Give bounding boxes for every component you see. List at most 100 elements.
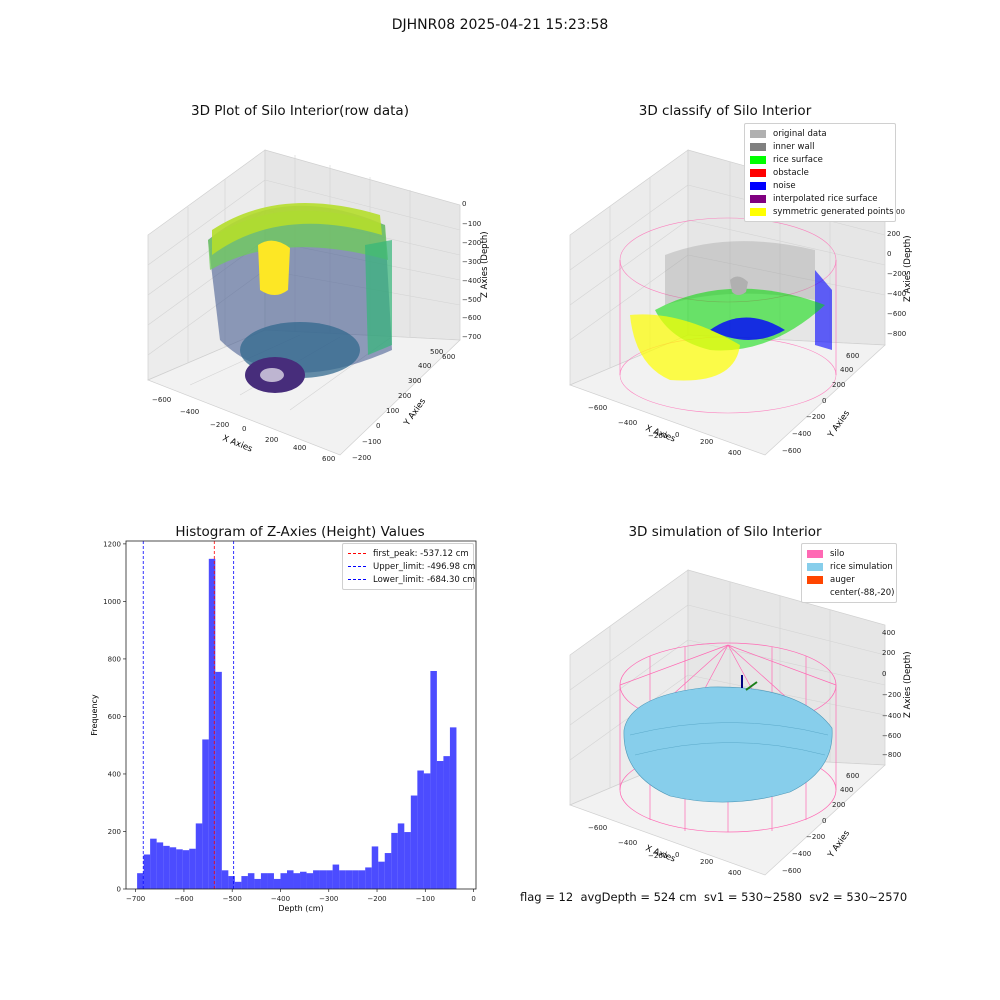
legend-entry: interpolated rice surface — [750, 192, 890, 205]
histogram-bar — [384, 853, 392, 889]
histogram-bar — [430, 670, 437, 889]
svg-text:200: 200 — [887, 230, 900, 238]
svg-text:0: 0 — [462, 200, 466, 208]
svg-text:−400: −400 — [618, 419, 637, 427]
svg-text:0: 0 — [887, 250, 891, 258]
svg-text:−400: −400 — [792, 850, 811, 858]
x-tick-label: −100 — [416, 895, 435, 903]
svg-text:200: 200 — [700, 438, 713, 446]
legend-entry: Upper_limit: -496.98 cm — [348, 560, 476, 573]
svg-text:−500: −500 — [462, 296, 481, 304]
svg-text:200: 200 — [832, 801, 845, 809]
simulation-y-label: Y Axies — [826, 828, 853, 860]
svg-text:−600: −600 — [152, 396, 171, 404]
histogram-title: Histogram of Z-Axies (Height) Values — [175, 524, 425, 540]
legend-entry: original data — [750, 127, 890, 140]
legend-swatch — [807, 549, 823, 558]
histogram-bar — [332, 864, 340, 889]
simulation-y-ticks: −600 −400 −200 0 200 400 600 — [782, 772, 859, 875]
x-tick-label: −600 — [174, 895, 193, 903]
histogram-bar — [391, 832, 398, 889]
svg-text:−600: −600 — [588, 404, 607, 412]
svg-text:400: 400 — [728, 449, 741, 457]
svg-text:−400: −400 — [887, 290, 906, 298]
histogram-chart: −700 −600 −500 −400 −300 −200 −100 0 0 200 400 600… — [90, 540, 477, 913]
histogram-bar — [215, 671, 222, 889]
histogram-bar — [352, 870, 359, 889]
classify-y-label: Y Axies — [826, 408, 853, 440]
svg-text:400: 400 — [728, 869, 741, 877]
histogram-bar — [371, 846, 379, 889]
x-tick-label: −400 — [271, 895, 290, 903]
raw-y-ticks: −200 −100 0 100 200 300 400 500 600 — [352, 348, 455, 462]
svg-text:0: 0 — [242, 425, 246, 433]
svg-text:−600: −600 — [782, 447, 801, 455]
svg-text:−800: −800 — [882, 751, 901, 759]
histogram-bar — [404, 832, 411, 889]
legend-entry: rice simulation — [807, 560, 893, 573]
legend-entry: auger — [807, 573, 891, 586]
histogram-bar — [326, 870, 333, 889]
histogram-bar — [410, 795, 418, 889]
y-tick-label: 200 — [108, 828, 121, 836]
raw-x-label: X Axies — [221, 434, 254, 455]
legend-entry: center(-88,-20) — [807, 586, 894, 599]
simulation-legend: silo rice simulation auger center(-88,-2… — [801, 543, 897, 603]
svg-text:400: 400 — [293, 444, 306, 452]
svg-text:−600: −600 — [462, 314, 481, 322]
histogram-bar — [273, 878, 281, 889]
histogram-bar — [293, 873, 301, 889]
legend-entry: inner wall — [750, 140, 890, 153]
histogram-bar — [423, 773, 431, 889]
simulation-x-ticks: −600 −400 −200 0 200 400 — [588, 824, 741, 877]
svg-text:600: 600 — [846, 772, 859, 780]
svg-text:−200: −200 — [806, 833, 825, 841]
legend-entry: noise — [750, 179, 890, 192]
svg-text:−800: −800 — [887, 330, 906, 338]
histogram-bar — [365, 867, 372, 889]
histogram-bar — [313, 870, 320, 889]
svg-text:0: 0 — [822, 817, 826, 825]
histogram-bar — [169, 847, 177, 889]
legend-line — [348, 566, 366, 567]
legend-swatch — [750, 181, 766, 190]
raw-point-cloud — [208, 203, 392, 393]
y-tick-label: 1000 — [103, 598, 121, 606]
histogram-bar — [267, 873, 274, 889]
classify-z-ticks: 200 0 −200 −400 −600 −800 — [887, 230, 906, 338]
histogram-bar — [287, 870, 294, 889]
svg-text:−400: −400 — [792, 430, 811, 438]
raw-plot-title: 3D Plot of Silo Interior(row data) — [191, 103, 409, 119]
histogram-bar — [241, 876, 248, 889]
histogram-bar — [163, 845, 170, 889]
histogram-bar — [358, 870, 366, 889]
svg-text:−600: −600 — [887, 310, 906, 318]
histogram-bar — [137, 873, 144, 889]
svg-text:−600: −600 — [882, 732, 901, 740]
svg-text:−100: −100 — [462, 220, 481, 228]
histogram-bar — [254, 878, 261, 889]
histogram-bar — [228, 876, 235, 889]
svg-text:−200: −200 — [352, 454, 371, 462]
histogram-bar — [443, 756, 450, 889]
svg-text:−700: −700 — [462, 333, 481, 341]
y-tick-label: 600 — [108, 713, 121, 721]
histogram-bar — [449, 727, 457, 889]
svg-text:−300: −300 — [462, 258, 481, 266]
svg-text:200: 200 — [700, 858, 713, 866]
legend-entry: rice surface — [750, 153, 890, 166]
simulation-z-label: Z Axies (Depth) — [903, 651, 913, 718]
legend-swatch — [807, 588, 823, 597]
svg-text:−100: −100 — [362, 438, 381, 446]
classify-3d-plot: −600 −400 −200 0 200 400 −600 −400 −200 … — [569, 149, 913, 457]
legend-entry: Lower_limit: -684.30 cm — [348, 573, 475, 586]
svg-text:400: 400 — [840, 366, 853, 374]
svg-text:200: 200 — [882, 649, 895, 657]
svg-text:400: 400 — [418, 362, 431, 370]
histogram-bar — [234, 881, 242, 889]
histogram-bar — [339, 870, 346, 889]
histogram-bar — [195, 823, 203, 889]
x-tick-label: 0 — [471, 895, 475, 903]
histogram-bar — [176, 849, 183, 889]
histogram-bar — [345, 870, 353, 889]
